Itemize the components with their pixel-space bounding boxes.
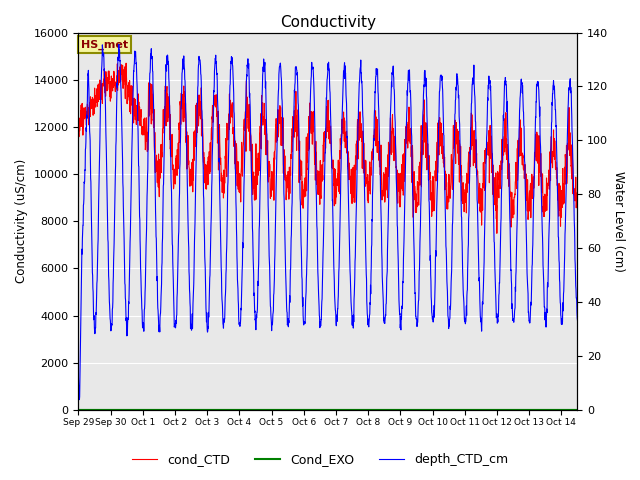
Cond_EXO: [317, 407, 325, 413]
cond_CTD: [304, 131, 312, 136]
Cond_EXO: [468, 407, 476, 413]
depth_CTD_cm: [468, 89, 476, 95]
Line: depth_CTD_cm: depth_CTD_cm: [79, 45, 577, 400]
cond_CTD: [75, 121, 83, 127]
Line: cond_CTD: cond_CTD: [79, 63, 577, 233]
Cond_EXO: [559, 407, 566, 413]
Cond_EXO: [573, 407, 581, 413]
Text: HS_met: HS_met: [81, 40, 128, 50]
cond_CTD: [317, 180, 325, 185]
depth_CTD_cm: [305, 179, 312, 184]
Cond_EXO: [75, 407, 83, 413]
depth_CTD_cm: [100, 68, 108, 73]
Cond_EXO: [304, 407, 312, 413]
cond_CTD: [559, 187, 567, 192]
cond_CTD: [573, 189, 581, 195]
depth_CTD_cm: [559, 291, 567, 297]
cond_CTD: [468, 136, 476, 142]
cond_CTD: [493, 230, 500, 236]
depth_CTD_cm: [559, 303, 567, 309]
depth_CTD_cm: [317, 305, 325, 311]
Title: Conductivity: Conductivity: [280, 15, 376, 30]
Legend: cond_CTD, Cond_EXO, depth_CTD_cm: cond_CTD, Cond_EXO, depth_CTD_cm: [127, 448, 513, 471]
depth_CTD_cm: [115, 42, 123, 48]
cond_CTD: [559, 180, 567, 186]
depth_CTD_cm: [76, 397, 83, 403]
depth_CTD_cm: [573, 317, 581, 323]
cond_CTD: [122, 60, 130, 66]
depth_CTD_cm: [75, 373, 83, 379]
Y-axis label: Water Level (cm): Water Level (cm): [612, 171, 625, 272]
Y-axis label: Conductivity (uS/cm): Conductivity (uS/cm): [15, 159, 28, 283]
cond_CTD: [100, 80, 108, 86]
Cond_EXO: [559, 407, 567, 413]
Cond_EXO: [100, 407, 108, 413]
